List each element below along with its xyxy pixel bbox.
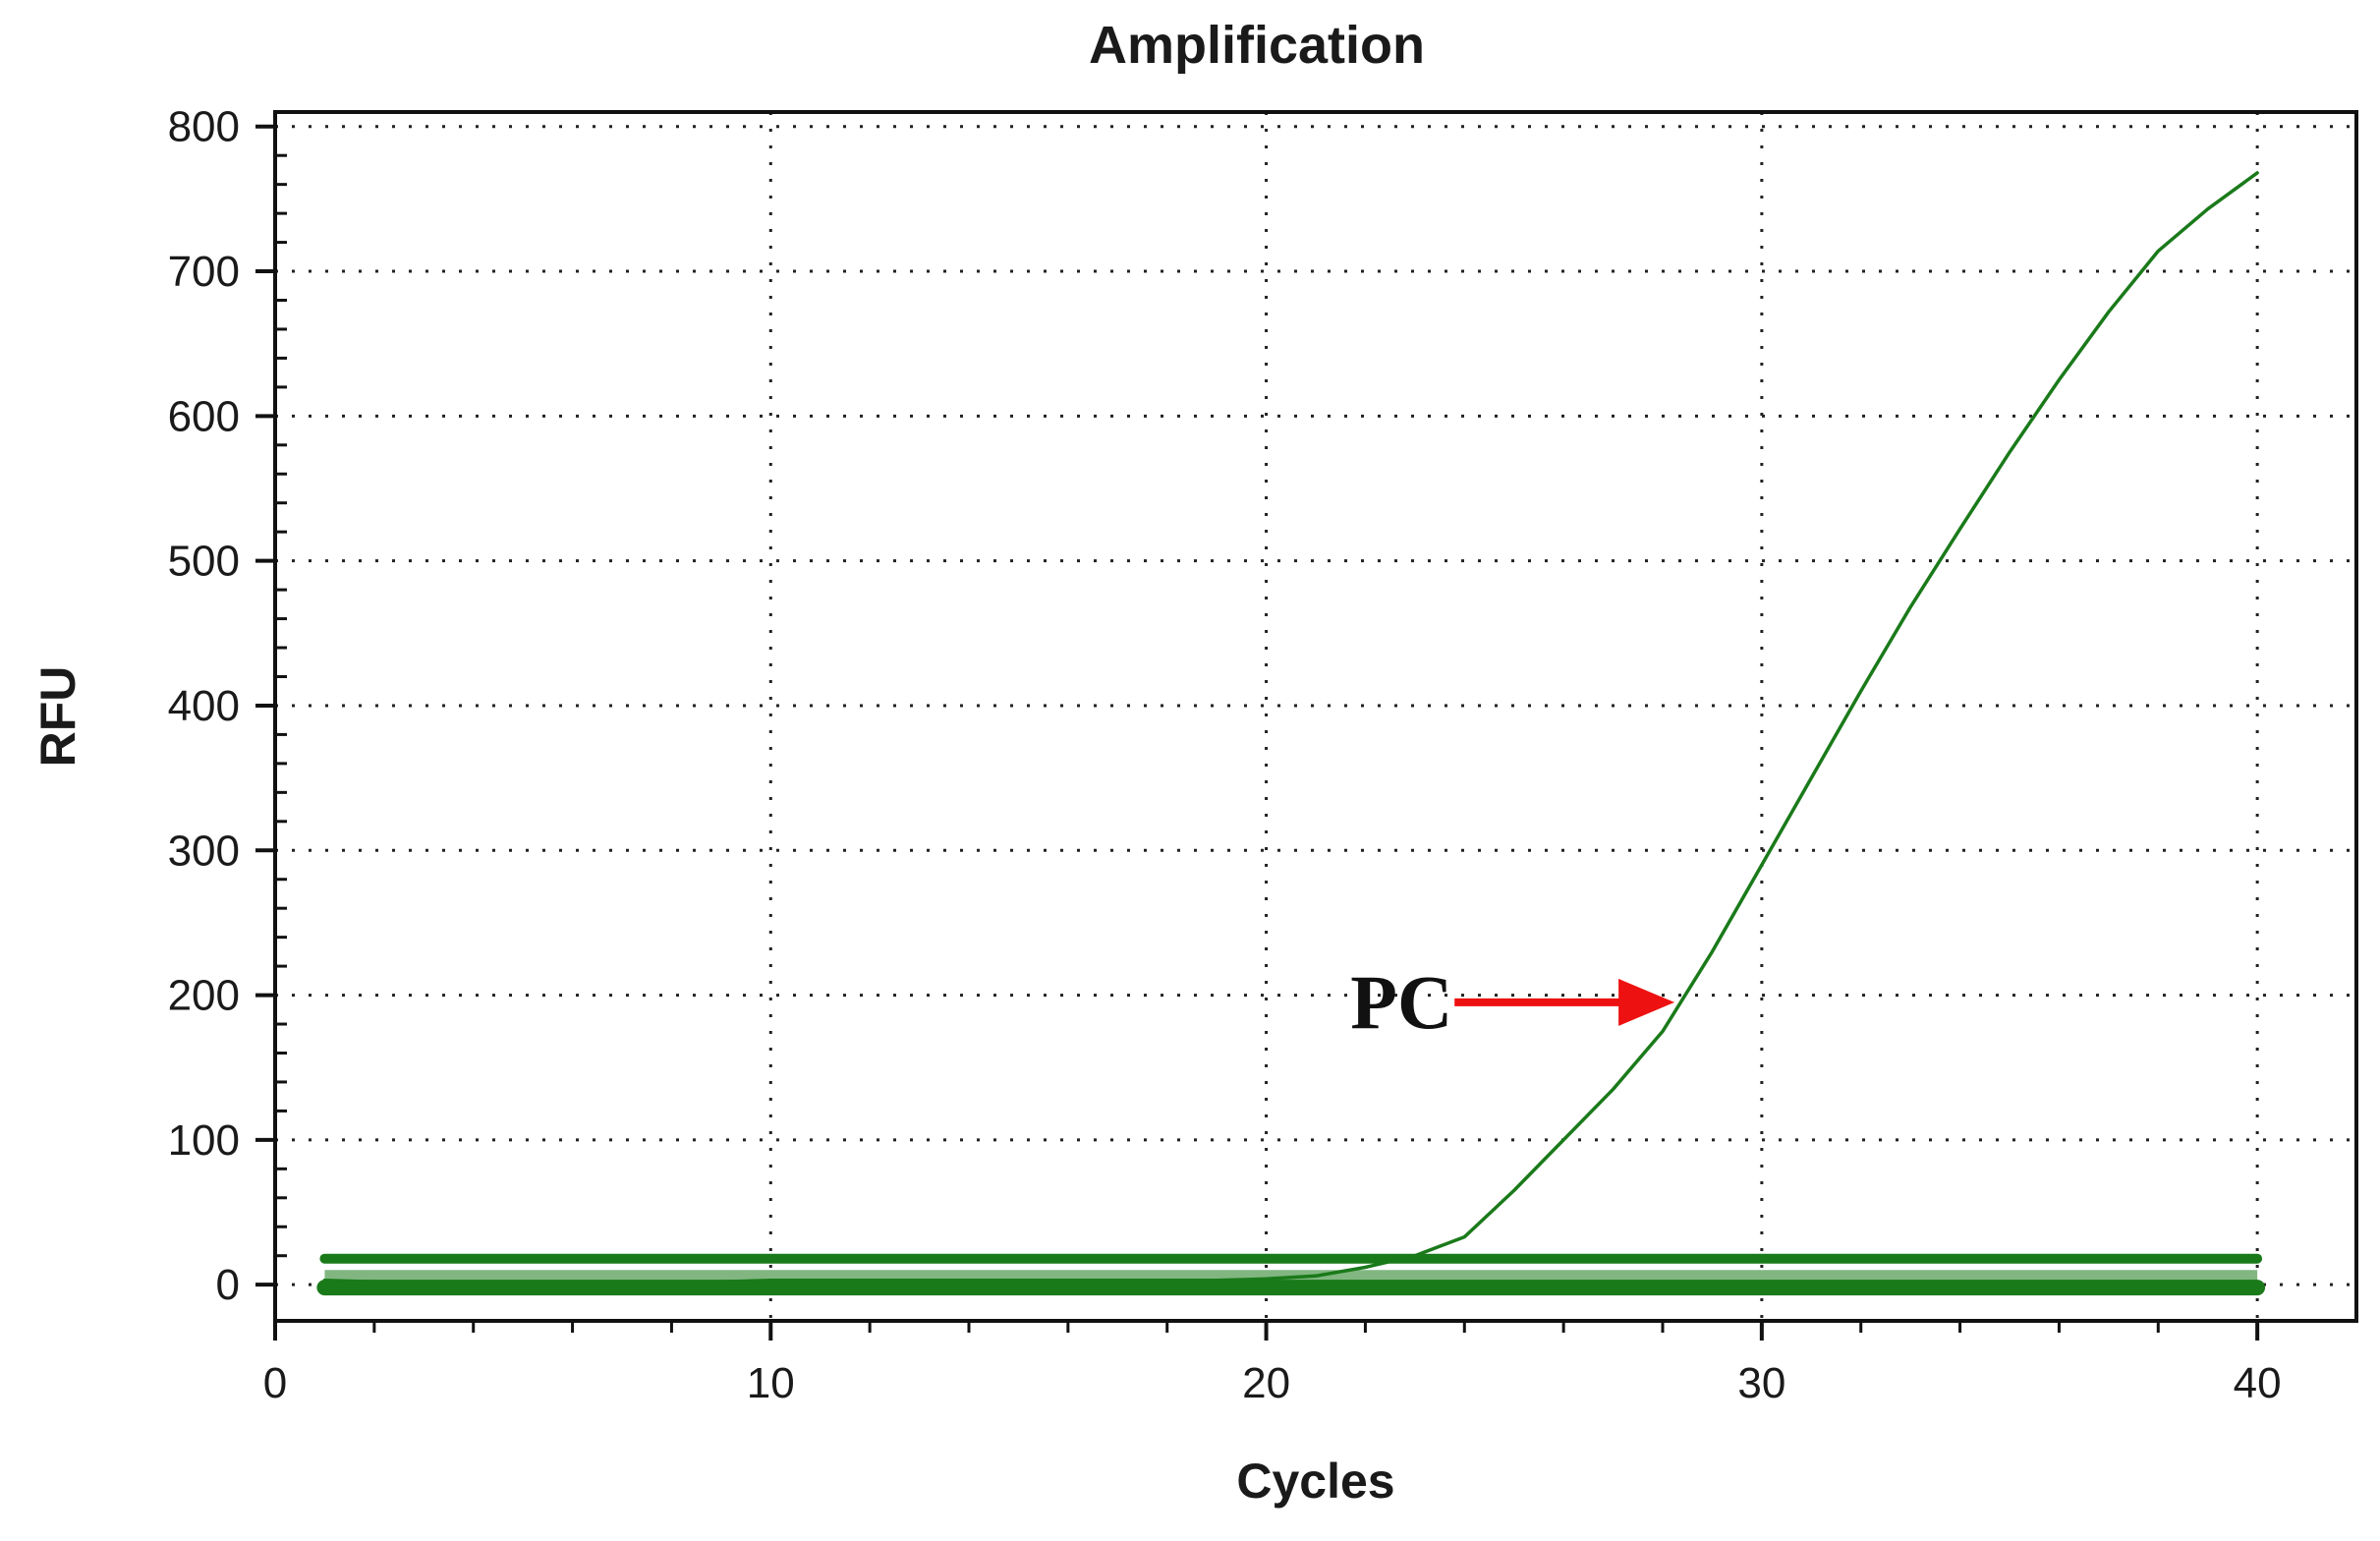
y-tick-label: 700: [168, 248, 240, 296]
y-axis-title: RFU: [30, 666, 85, 768]
series-layer: [316, 171, 2266, 1296]
grid-lines: [275, 112, 2356, 1321]
y-tick-label: 400: [168, 682, 240, 730]
y-tick-label: 800: [168, 103, 240, 151]
x-tick-label: 30: [1737, 1359, 1785, 1407]
annotation-arrow-head: [1618, 978, 1675, 1026]
x-tick-label: 20: [1242, 1359, 1290, 1407]
plot-frame: [273, 110, 2358, 1323]
x-axis-title: Cycles: [1236, 1454, 1394, 1509]
y-tick-label: 500: [168, 538, 240, 586]
annotation-layer: PC: [1350, 959, 1675, 1045]
y-tick-label: 200: [168, 972, 240, 1020]
y-tick-label: 300: [168, 827, 240, 875]
annotation-label: PC: [1350, 959, 1452, 1045]
chart-title: Amplification: [1089, 16, 1425, 75]
y-tick-label: 0: [216, 1261, 240, 1309]
x-tick-label: 0: [263, 1359, 287, 1407]
x-tick-label: 40: [2234, 1359, 2282, 1407]
y-tick-label: 600: [168, 392, 240, 440]
y-tick-label: 100: [168, 1116, 240, 1165]
series-line-1: [322, 171, 2259, 1284]
x-tick-label: 10: [747, 1359, 795, 1407]
